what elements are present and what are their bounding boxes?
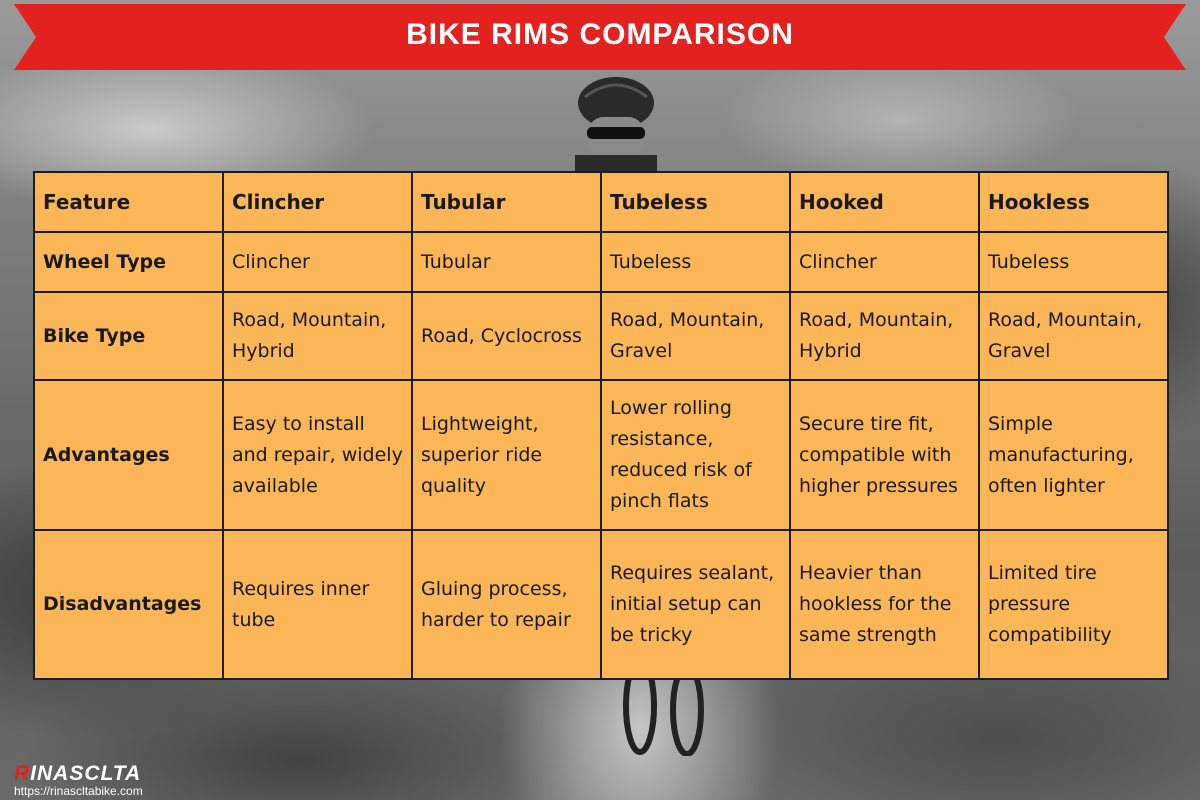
table-cell: Road, Mountain, Hybrid <box>789 291 980 381</box>
row-label-disadvantages: Disadvantages <box>33 529 224 680</box>
table-cell: Simple manufacturing, often lighter <box>978 379 1169 531</box>
table-cell: Requires sealant, initial setup can be t… <box>600 529 791 680</box>
page-title: BIKE RIMS COMPARISON <box>406 18 794 51</box>
table-cell: Gluing process, harder to repair <box>411 529 602 680</box>
logo-mark: R <box>14 762 31 785</box>
table-cell: Lower rolling resistance, reduced risk o… <box>600 379 791 531</box>
table-cell: Tubeless <box>600 231 791 293</box>
brand-logo: RINASCLTA <box>14 762 141 786</box>
table-cell: Secure tire fit, compatible with higher … <box>789 379 980 531</box>
row-label-bike-type: Bike Type <box>33 291 224 381</box>
table-cell: Requires inner tube <box>222 529 413 680</box>
table-cell: Limited tire pressure compatibility <box>978 529 1169 680</box>
header-hooked: Hooked <box>789 171 980 233</box>
table-cell: Easy to install and repair, widely avail… <box>222 379 413 531</box>
logo-text: INASCLTA <box>30 762 142 785</box>
table-row: Bike Type Road, Mountain, Hybrid Road, C… <box>33 291 1169 381</box>
header-tubeless: Tubeless <box>600 171 791 233</box>
table-cell: Road, Cyclocross <box>411 291 602 381</box>
table-cell: Road, Mountain, Hybrid <box>222 291 413 381</box>
comparison-table: Feature Clincher Tubular Tubeless Hooked… <box>33 171 1169 680</box>
table-cell: Lightweight, superior ride quality <box>411 379 602 531</box>
bike-wheel <box>623 676 704 756</box>
header-tubular: Tubular <box>411 171 602 233</box>
table-cell: Road, Mountain, Gravel <box>978 291 1169 381</box>
table-cell: Clincher <box>789 231 980 293</box>
table-cell: Tubular <box>411 231 602 293</box>
header-clincher: Clincher <box>222 171 413 233</box>
table-header-row: Feature Clincher Tubular Tubeless Hooked… <box>33 171 1169 233</box>
table-cell: Road, Mountain, Gravel <box>600 291 791 381</box>
site-url: https://rinascltabike.com <box>14 784 143 798</box>
row-label-advantages: Advantages <box>33 379 224 531</box>
table-row: Advantages Easy to install and repair, w… <box>33 379 1169 531</box>
table-row: Disadvantages Requires inner tube Gluing… <box>33 529 1169 680</box>
table-cell: Tubeless <box>978 231 1169 293</box>
table-cell: Clincher <box>222 231 413 293</box>
row-label-wheel-type: Wheel Type <box>33 231 224 293</box>
title-banner: BIKE RIMS COMPARISON <box>14 4 1186 70</box>
header-hookless: Hookless <box>978 171 1169 233</box>
header-feature: Feature <box>33 171 224 233</box>
table-row: Wheel Type Clincher Tubular Tubeless Cli… <box>33 231 1169 293</box>
cyclist-figure <box>575 77 657 175</box>
table-cell: Heavier than hookless for the same stren… <box>789 529 980 680</box>
banner-ribbon <box>14 4 1186 70</box>
